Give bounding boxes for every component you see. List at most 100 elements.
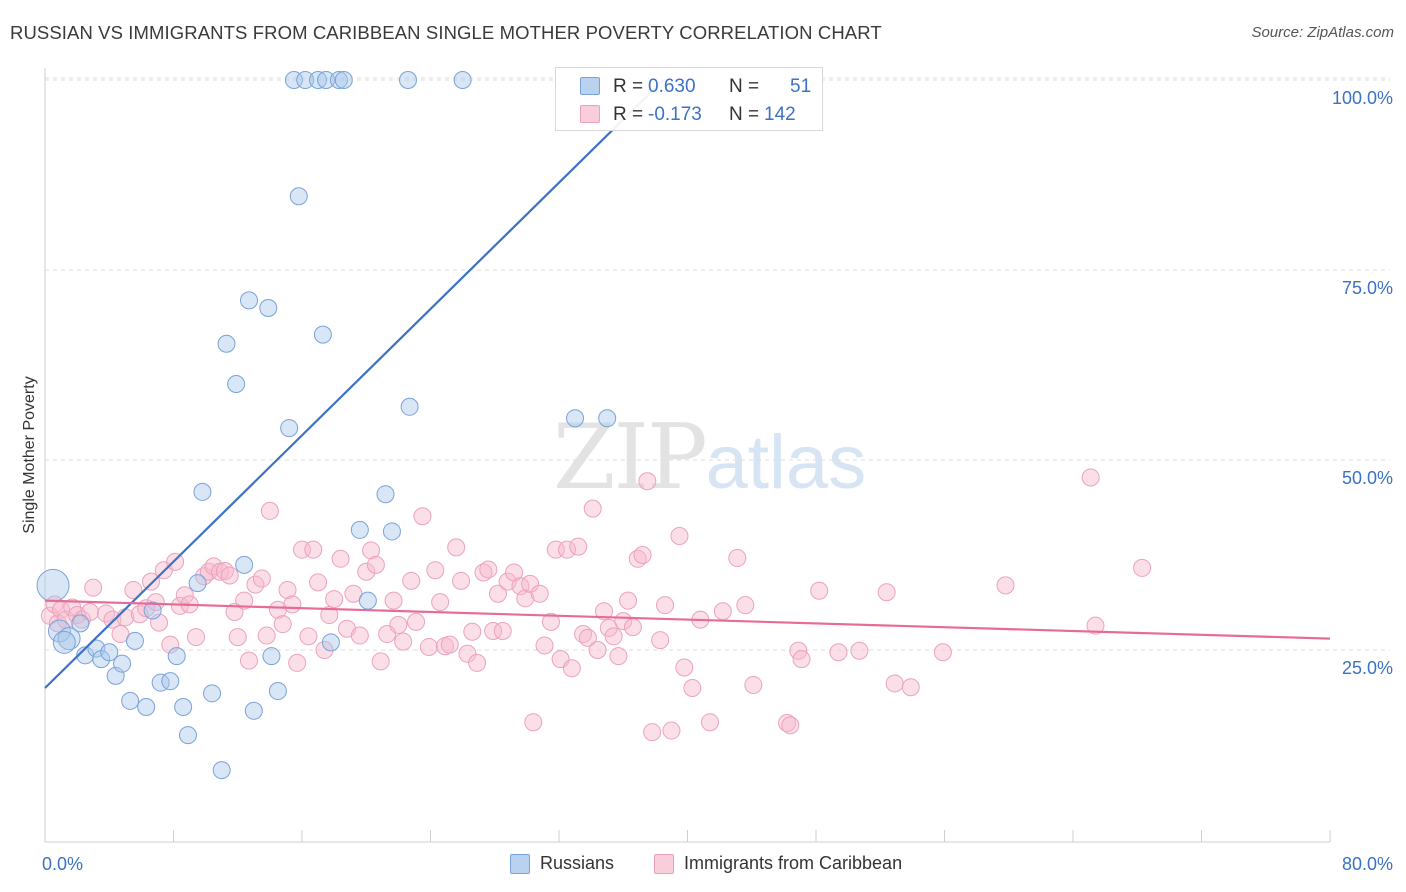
data-point-caribbean	[362, 541, 381, 560]
data-point-caribbean	[84, 578, 103, 597]
data-point-russians	[113, 654, 132, 673]
data-point-russians	[71, 614, 90, 633]
data-point-caribbean	[468, 653, 487, 672]
data-point-caribbean	[407, 612, 426, 631]
data-point-caribbean	[304, 540, 323, 559]
data-point-caribbean	[850, 641, 869, 660]
data-point-caribbean	[633, 546, 652, 564]
data-point-caribbean	[166, 552, 185, 571]
data-point-caribbean	[638, 472, 657, 491]
series-swatch-caribbean	[654, 854, 674, 874]
data-point-russians	[161, 672, 180, 691]
data-point-caribbean	[402, 571, 421, 590]
data-point-russians	[125, 631, 144, 650]
data-point-russians	[376, 485, 395, 504]
data-point-russians	[280, 419, 299, 438]
data-point-russians	[36, 568, 70, 602]
data-point-caribbean	[142, 572, 161, 591]
data-point-caribbean	[366, 555, 385, 574]
data-point-caribbean	[643, 723, 662, 742]
legend-r-label: R =	[613, 104, 644, 125]
data-point-caribbean	[111, 625, 130, 644]
data-point-caribbean	[419, 637, 438, 656]
data-point-caribbean	[558, 540, 577, 559]
data-point-caribbean	[562, 659, 581, 678]
data-point-caribbean	[228, 628, 247, 647]
data-point-caribbean	[530, 584, 549, 603]
data-point-caribbean	[524, 713, 543, 732]
data-point-caribbean	[1086, 616, 1105, 635]
data-point-caribbean	[1133, 558, 1152, 577]
data-point-caribbean	[623, 618, 642, 637]
watermark-atlas: atlas	[705, 420, 867, 505]
data-point-russians	[239, 291, 258, 310]
data-point-caribbean	[452, 571, 471, 590]
data-point-caribbean	[431, 593, 450, 612]
data-point-caribbean	[662, 721, 681, 740]
data-point-caribbean	[426, 561, 445, 580]
data-point-caribbean	[309, 573, 328, 592]
data-point-caribbean	[447, 538, 466, 557]
y-tick-label: 25.0%	[1342, 658, 1393, 678]
data-point-caribbean	[778, 713, 797, 732]
data-point-caribbean	[288, 653, 307, 672]
y-tick-label: 75.0%	[1342, 278, 1393, 298]
data-point-caribbean	[278, 580, 297, 599]
data-point-russians	[137, 698, 156, 716]
data-point-caribbean	[619, 591, 638, 610]
data-point-russians	[52, 630, 76, 654]
data-point-caribbean	[440, 635, 459, 654]
data-point-caribbean	[257, 626, 276, 645]
data-point-russians	[289, 187, 308, 206]
data-point-russians	[151, 673, 170, 692]
data-point-caribbean	[211, 562, 230, 581]
data-point-russians	[400, 397, 419, 416]
data-point-caribbean	[713, 602, 732, 621]
x-tick-label: 80.0%	[1342, 854, 1393, 874]
data-point-russians	[178, 726, 197, 745]
data-point-russians	[100, 643, 119, 662]
legend-r-value: -0.173	[648, 104, 702, 125]
y-tick-label: 100.0%	[1332, 88, 1393, 108]
correlation-legend: R = 0.630 N = 51 R = -0.173 N = 142	[555, 67, 823, 131]
data-point-caribbean	[1081, 468, 1100, 487]
data-point-caribbean	[535, 636, 554, 655]
data-point-caribbean	[394, 632, 413, 651]
data-point-caribbean	[124, 580, 143, 599]
data-point-russians	[217, 334, 236, 353]
y-tick-label: 50.0%	[1342, 468, 1393, 488]
tick-labels: 25.0% 50.0% 75.0% 100.0% 0.0% 80.0%	[42, 88, 1393, 874]
legend-r-label: R =	[613, 76, 644, 97]
data-point-russians	[317, 71, 336, 89]
data-point-russians	[259, 299, 278, 317]
data-point-caribbean	[268, 600, 287, 619]
data-point-caribbean	[371, 652, 390, 671]
data-point-russians	[188, 574, 207, 593]
data-point-caribbean	[260, 501, 279, 520]
trend-line-caribbean	[44, 599, 1331, 640]
data-point-caribbean	[728, 549, 747, 568]
data-point-russians	[262, 647, 281, 666]
data-point-russians	[453, 71, 472, 89]
data-point-caribbean	[604, 627, 623, 646]
data-point-caribbean	[325, 590, 344, 609]
data-point-caribbean	[484, 622, 503, 640]
data-point-caribbean	[675, 658, 694, 677]
data-point-caribbean	[885, 674, 904, 693]
legend-n-label: N =	[729, 76, 760, 97]
data-point-russians	[203, 684, 222, 703]
data-point-caribbean	[583, 499, 602, 518]
data-point-caribbean	[683, 679, 702, 697]
data-point-caribbean	[933, 643, 952, 662]
data-point-russians	[193, 482, 212, 501]
data-point-russians	[313, 325, 332, 344]
legend-row-caribbean: R = -0.173 N = 142	[556, 101, 822, 129]
data-point-caribbean	[220, 566, 239, 585]
data-point-russians	[268, 682, 287, 701]
data-point-russians	[167, 647, 186, 666]
legend-row-russians: R = 0.630 N = 51	[556, 73, 822, 101]
legend-swatch-russians	[580, 77, 600, 95]
legend-r-value: 0.630	[648, 76, 696, 97]
data-point-russians	[321, 633, 340, 652]
